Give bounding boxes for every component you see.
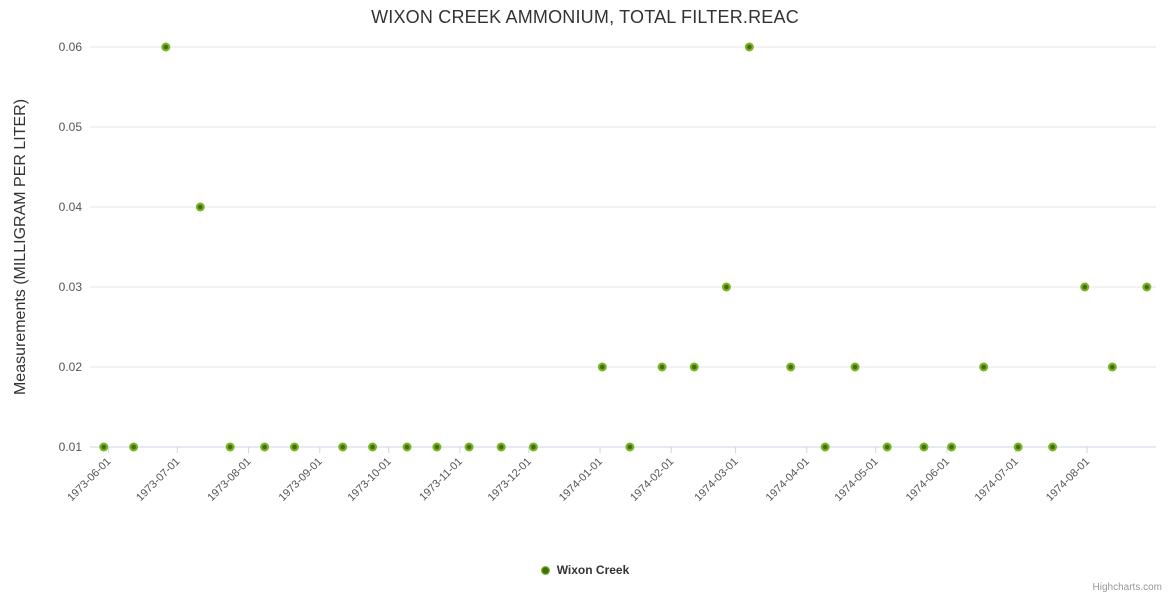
y-axis-title: Measurements (MILLIGRAM PER LITER)	[12, 99, 29, 395]
y-axis-label: 0.03	[59, 280, 83, 294]
data-point[interactable]	[850, 362, 860, 372]
data-point[interactable]	[882, 442, 892, 452]
data-point[interactable]	[1048, 442, 1058, 452]
x-axis-label: 1973-12-01	[486, 456, 534, 504]
x-axis-label: 1974-08-01	[1044, 456, 1092, 504]
y-axis-label: 0.02	[59, 360, 83, 374]
x-axis-label: 1974-06-01	[904, 456, 952, 504]
y-axis-label: 0.01	[59, 440, 83, 454]
data-point[interactable]	[195, 202, 205, 212]
data-point[interactable]	[1107, 362, 1117, 372]
data-point[interactable]	[496, 442, 506, 452]
x-axis-label: 1973-09-01	[277, 456, 325, 504]
data-point[interactable]	[99, 442, 109, 452]
data-point[interactable]	[1013, 442, 1023, 452]
x-axis-label: 1974-02-01	[628, 456, 676, 504]
y-axis-label: 0.06	[59, 40, 83, 54]
x-axis-label: 1974-04-01	[764, 456, 812, 504]
data-point[interactable]	[1080, 282, 1090, 292]
data-point[interactable]	[402, 442, 412, 452]
x-axis-label: 1973-07-01	[134, 456, 182, 504]
data-point[interactable]	[368, 442, 378, 452]
data-point[interactable]	[225, 442, 235, 452]
data-point[interactable]	[689, 362, 699, 372]
legend-item-wixon-creek[interactable]: Wixon Creek	[0, 563, 1170, 577]
x-axis-label: 1973-08-01	[205, 456, 253, 504]
y-axis-label: 0.04	[59, 200, 83, 214]
data-point[interactable]	[919, 442, 929, 452]
x-axis-label: 1973-06-01	[65, 456, 113, 504]
legend-marker-icon	[540, 565, 550, 575]
data-point[interactable]	[597, 362, 607, 372]
data-point[interactable]	[744, 42, 754, 52]
data-point[interactable]	[820, 442, 830, 452]
x-axis-label: 1974-05-01	[833, 456, 881, 504]
data-point[interactable]	[260, 442, 270, 452]
data-point[interactable]	[338, 442, 348, 452]
data-point[interactable]	[947, 442, 957, 452]
x-axis-label: 1974-07-01	[973, 456, 1021, 504]
x-axis-label: 1973-10-01	[346, 456, 394, 504]
data-point[interactable]	[289, 442, 299, 452]
chart-title: WIXON CREEK AMMONIUM, TOTAL FILTER.REAC	[371, 7, 799, 27]
data-point[interactable]	[979, 362, 989, 372]
data-point[interactable]	[721, 282, 731, 292]
data-point[interactable]	[1142, 282, 1152, 292]
y-axis-label: 0.05	[59, 120, 83, 134]
data-point[interactable]	[657, 362, 667, 372]
x-axis-label: 1973-11-01	[417, 456, 465, 504]
data-point[interactable]	[129, 442, 139, 452]
x-axis-label: 1974-03-01	[692, 456, 740, 504]
data-point[interactable]	[464, 442, 474, 452]
data-point[interactable]	[432, 442, 442, 452]
legend-label: Wixon Creek	[556, 563, 630, 577]
highcharts-credit-link[interactable]: Highcharts.com	[1092, 582, 1162, 593]
x-axis-label: 1974-01-01	[557, 456, 605, 504]
data-point[interactable]	[625, 442, 635, 452]
data-point[interactable]	[786, 362, 796, 372]
data-point[interactable]	[161, 42, 171, 52]
data-point[interactable]	[528, 442, 538, 452]
